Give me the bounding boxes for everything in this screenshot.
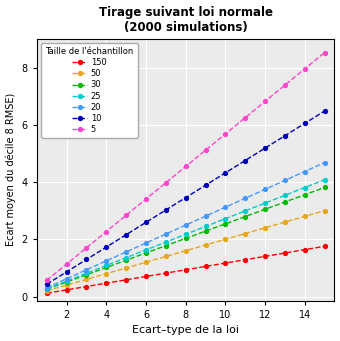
Legend: 150, 50, 30, 25, 20, 10, 5: 150, 50, 30, 25, 20, 10, 5 [41, 43, 138, 138]
Title: Tirage suivant loi normale
(2000 simulations): Tirage suivant loi normale (2000 simulat… [99, 5, 273, 33]
X-axis label: Ecart–type de la loi: Ecart–type de la loi [132, 325, 239, 336]
Y-axis label: Ecart moyen du décile 8 RMSE): Ecart moyen du décile 8 RMSE) [5, 93, 16, 247]
